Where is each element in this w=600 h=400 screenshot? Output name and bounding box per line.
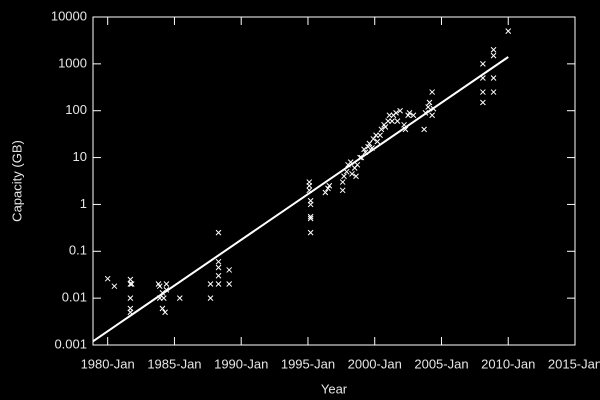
x-tick-label: 1980-Jan — [81, 356, 135, 371]
y-tick-label: 10000 — [51, 8, 87, 23]
point — [349, 170, 355, 177]
point — [421, 126, 427, 133]
point — [410, 112, 417, 119]
point — [354, 161, 361, 168]
point — [215, 258, 222, 265]
point — [339, 187, 346, 194]
point — [226, 267, 233, 273]
point — [393, 110, 399, 116]
point — [480, 89, 486, 95]
x-axis-label: Year — [321, 381, 348, 396]
point — [127, 281, 134, 287]
point — [307, 215, 314, 222]
point — [361, 146, 367, 153]
point — [377, 132, 383, 139]
point — [207, 281, 214, 287]
y-tick-label: 10 — [73, 149, 87, 164]
x-tick-label: 1990-Jan — [214, 356, 268, 371]
point — [480, 99, 486, 106]
x-tick-label: 2015-Jan — [548, 356, 600, 371]
point — [341, 173, 347, 180]
y-axis-label: Capacity (GB) — [9, 140, 24, 222]
point — [307, 229, 314, 236]
point — [490, 46, 497, 53]
y-tick-label: 1 — [80, 196, 87, 211]
point — [207, 295, 214, 301]
y-tick-label: 100 — [65, 102, 87, 117]
point — [156, 283, 163, 290]
x-tick-label: 2005-Jan — [414, 356, 468, 371]
point — [429, 89, 435, 95]
point — [394, 118, 401, 124]
point — [397, 107, 403, 114]
point — [366, 140, 373, 147]
point — [163, 281, 170, 287]
point — [322, 189, 329, 196]
point — [215, 281, 222, 287]
point — [215, 272, 222, 279]
point — [159, 305, 166, 312]
point — [215, 264, 222, 271]
point — [215, 229, 222, 236]
y-tick-label: 0.001 — [54, 336, 87, 351]
point — [343, 168, 350, 175]
plot-frame — [92, 16, 576, 346]
point — [162, 309, 168, 316]
y-tick-label: 0.1 — [69, 243, 87, 258]
x-tick-label: 1995-Jan — [281, 356, 335, 371]
point — [176, 295, 183, 301]
point — [378, 126, 385, 133]
point — [490, 75, 497, 81]
point — [104, 275, 111, 282]
point — [306, 182, 313, 189]
y-tick-label: 0.01 — [62, 290, 87, 305]
point — [505, 28, 512, 34]
trend-line — [92, 56, 509, 343]
point — [426, 99, 433, 106]
x-tick-label: 1985-Jan — [147, 356, 201, 371]
point — [127, 276, 134, 283]
point — [127, 295, 134, 301]
point — [365, 143, 371, 150]
point — [326, 182, 333, 189]
point — [128, 281, 135, 287]
point — [389, 118, 395, 124]
point — [307, 213, 314, 220]
point — [374, 138, 381, 145]
point — [370, 136, 377, 142]
x-tick-label: 2010-Jan — [481, 356, 535, 371]
point — [490, 52, 497, 59]
point — [226, 281, 233, 287]
point — [425, 104, 431, 110]
point — [339, 179, 346, 185]
y-tick-label: 1000 — [58, 55, 87, 70]
point — [406, 110, 413, 116]
point — [111, 283, 118, 290]
point — [353, 173, 359, 180]
point — [480, 61, 486, 67]
x-tick-label: 2000-Jan — [348, 356, 402, 371]
point — [382, 124, 389, 130]
point — [429, 112, 435, 119]
point — [307, 201, 314, 208]
point — [490, 89, 497, 95]
